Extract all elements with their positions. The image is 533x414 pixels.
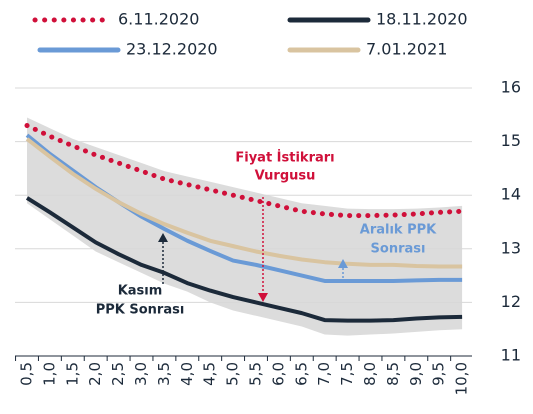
x-tick-label: 2,0 [86,362,104,386]
arrow-head [258,293,268,302]
x-tick-label: 1,5 [63,362,81,386]
x-tick-label: 3,0 [132,362,150,386]
x-tick-label: 8,5 [384,362,402,386]
legend-label: 18.11.2020 [376,10,468,29]
legend-label: 23.12.2020 [126,40,218,59]
x-tick-label: 6,5 [292,362,310,386]
x-tick-label: 7,0 [315,362,333,386]
series-line [25,196,463,323]
y-tick-label: 15 [501,131,521,150]
y-tick-label: 13 [501,238,521,257]
y-tick-label: 16 [501,78,521,97]
legend-label: 7.01.2021 [366,40,447,59]
x-tick-label: 8,0 [361,362,379,386]
x-tick-label: 5,0 [224,362,242,386]
y-tick-label: 12 [501,292,521,311]
x-tick-label: 4,5 [201,362,219,386]
x-tick-label: 1,0 [40,362,58,386]
annotation: Kasım [118,284,163,299]
x-tick-label: 6,0 [269,362,287,386]
x-tick-label: 7,5 [338,362,356,386]
arrows [158,197,348,302]
annotation: Aralık PPK [360,223,437,238]
series-line [25,137,463,269]
x-tick-label: 9,0 [407,362,425,386]
x-tick-label: 4,0 [178,362,196,386]
x-tick-label: 9,5 [430,362,448,386]
x-tick-label: 3,5 [155,362,173,386]
x-tick-label: 5,5 [247,362,265,386]
annotation: Fiyat İstikrarı [235,150,334,166]
series-line [24,123,465,219]
arrow-head [158,233,168,242]
x-tick-label: 2,5 [109,362,127,386]
arrow-head [338,259,348,268]
x-tick-label: 0,5 [18,362,36,386]
legend-label: 6.11.2020 [118,10,199,29]
annotation: PPK Sonrası [96,303,185,318]
y-tick-label: 14 [501,185,521,204]
x-tick-label: 10,0 [453,362,471,395]
annotation: Vurgusu [255,169,316,184]
annotation: Sonrası [371,242,426,257]
y-tick-label: 11 [501,346,521,365]
